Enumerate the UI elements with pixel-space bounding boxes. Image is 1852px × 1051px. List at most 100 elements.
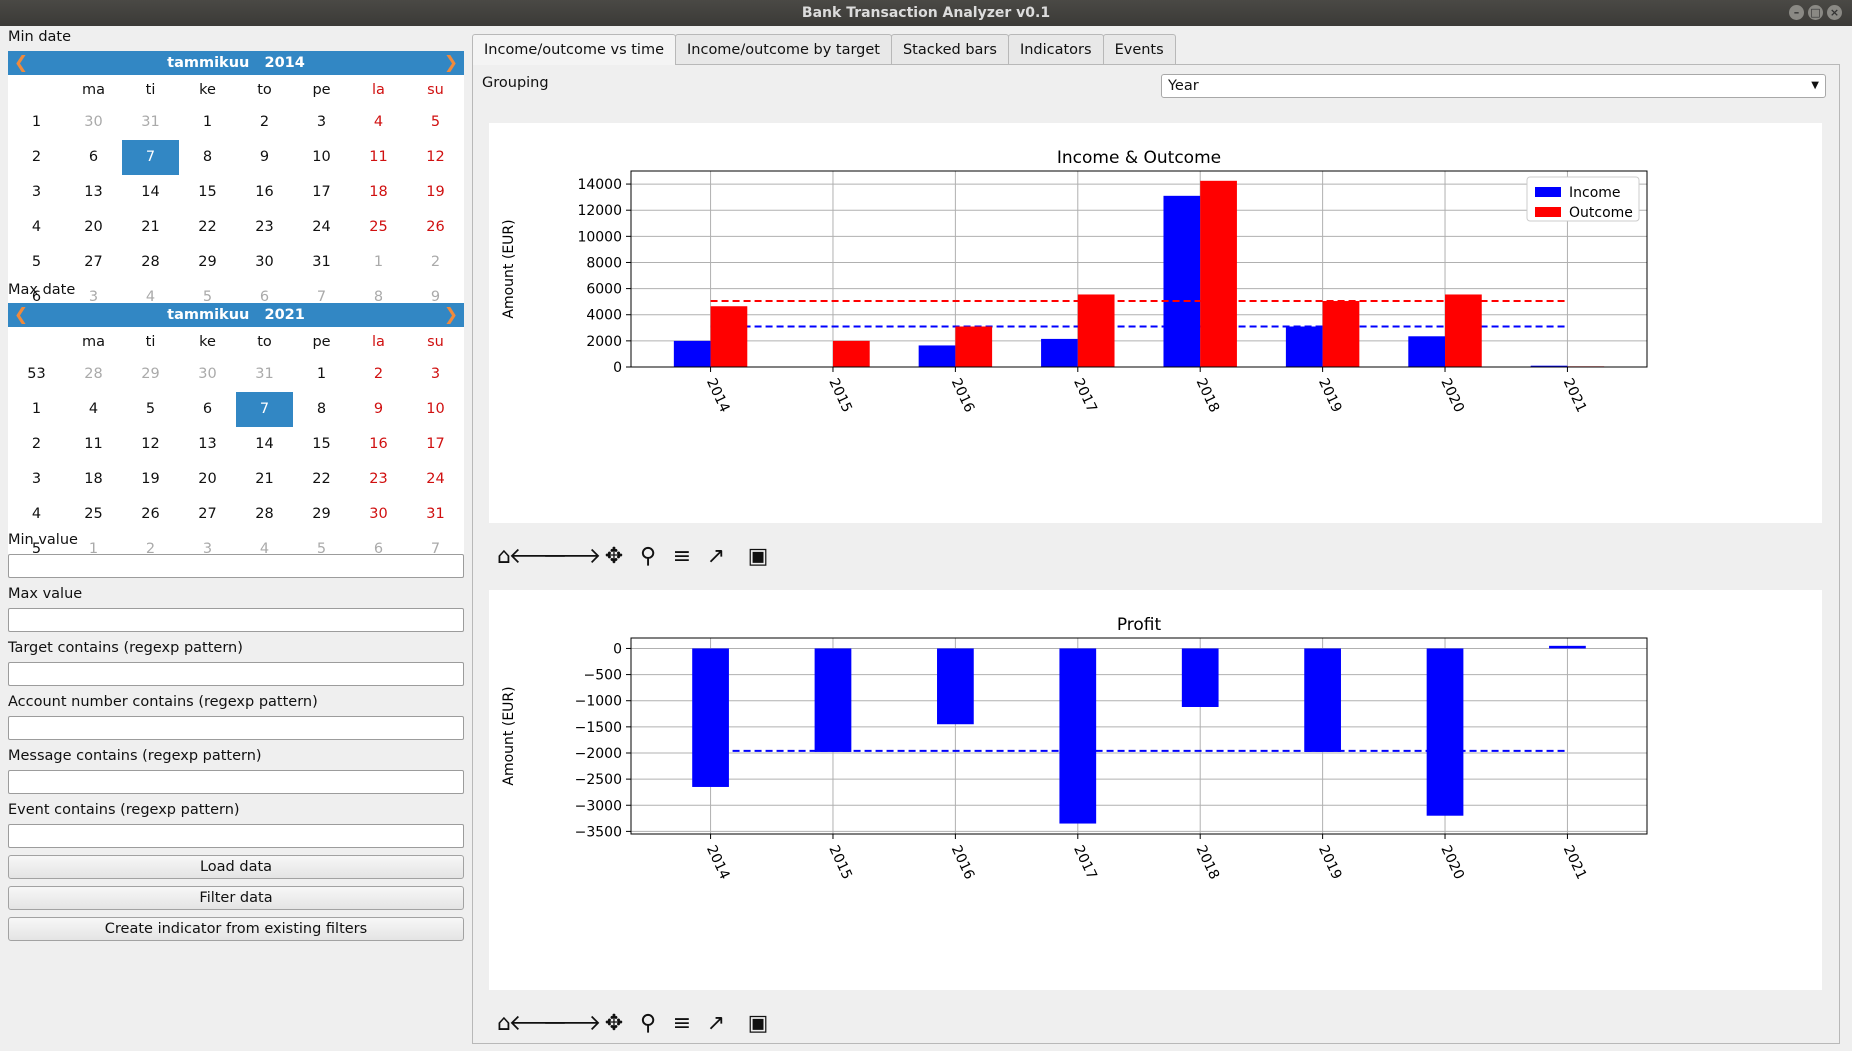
calendar-day[interactable]: 28 bbox=[141, 254, 160, 270]
calendar-day[interactable]: 6 bbox=[373, 541, 384, 557]
calendar-day[interactable]: 18 bbox=[369, 184, 388, 200]
calendar-day[interactable]: 13 bbox=[84, 184, 103, 200]
calendar-day[interactable]: 5 bbox=[145, 401, 156, 417]
calendar-day[interactable]: 29 bbox=[198, 254, 217, 270]
profit-figure[interactable]: Profit Amount (EUR) 0 −500 −1000 −1500 −2000 −2… bbox=[489, 590, 1822, 990]
calendar-day[interactable]: 5 bbox=[202, 289, 213, 305]
tab-income-outcome-by-target[interactable]: Income/outcome by target bbox=[675, 34, 892, 64]
prev-month-icon[interactable]: ❮ bbox=[13, 53, 29, 73]
calendar-day-selected[interactable]: 7 bbox=[236, 392, 293, 427]
calendar-day[interactable]: 24 bbox=[426, 471, 445, 487]
calendar-day[interactable]: 2 bbox=[145, 541, 156, 557]
min-value-input[interactable] bbox=[8, 554, 464, 578]
calendar-day[interactable]: 23 bbox=[369, 471, 388, 487]
calendar-day[interactable]: 10 bbox=[312, 149, 331, 165]
calendar-day[interactable]: 21 bbox=[255, 471, 274, 487]
calendar-day[interactable]: 29 bbox=[312, 506, 331, 522]
calendar-day[interactable]: 30 bbox=[255, 254, 274, 270]
prev-month-icon[interactable]: ❮ bbox=[13, 305, 29, 325]
maximize-icon[interactable]: □ bbox=[1808, 5, 1823, 20]
income-outcome-figure[interactable]: Income & Outcome Amount (EUR) 0 2000 4000 600… bbox=[489, 123, 1822, 523]
calendar-day[interactable]: 9 bbox=[259, 149, 270, 165]
calendar-day[interactable]: 5 bbox=[430, 114, 441, 130]
tab-stacked-bars[interactable]: Stacked bars bbox=[890, 34, 1009, 64]
calendar-day[interactable]: 1 bbox=[202, 114, 213, 130]
forward-arrow-icon[interactable]: 🡒 bbox=[542, 1011, 602, 1036]
minimize-icon[interactable]: – bbox=[1789, 5, 1804, 20]
calendar-day[interactable]: 31 bbox=[255, 366, 274, 382]
calendar-day[interactable]: 4 bbox=[145, 289, 156, 305]
load-data-button[interactable]: Load data bbox=[8, 855, 464, 879]
tab-income-outcome-vs-time[interactable]: Income/outcome vs time bbox=[472, 34, 676, 65]
calendar-day[interactable]: 3 bbox=[430, 366, 441, 382]
calendar-day[interactable]: 3 bbox=[202, 541, 213, 557]
calendar-month[interactable]: tammikuu bbox=[167, 55, 250, 71]
calendar-day[interactable]: 11 bbox=[84, 436, 103, 452]
calendar-day[interactable]: 20 bbox=[198, 471, 217, 487]
tab-indicators[interactable]: Indicators bbox=[1007, 34, 1104, 64]
calendar-day[interactable]: 8 bbox=[202, 149, 213, 165]
max-date-calendar[interactable]: ❮ tammikuu 2021 ❯ ma ti ke to pe la su 53 28 29 30… bbox=[8, 303, 464, 567]
calendar-day[interactable]: 8 bbox=[373, 289, 384, 305]
calendar-day[interactable]: 20 bbox=[84, 219, 103, 235]
calendar-day[interactable]: 30 bbox=[84, 114, 103, 130]
calendar-day[interactable]: 31 bbox=[141, 114, 160, 130]
min-date-calendar[interactable]: ❮ tammikuu 2014 ❯ ma ti ke to pe la su 1 30 31 1 2 3… bbox=[8, 51, 464, 315]
target-input[interactable] bbox=[8, 662, 464, 686]
calendar-day[interactable]: 31 bbox=[426, 506, 445, 522]
grouping-select[interactable]: Year ▼ bbox=[1161, 74, 1826, 98]
calendar-year[interactable]: 2014 bbox=[264, 55, 305, 71]
calendar-day[interactable]: 15 bbox=[198, 184, 217, 200]
calendar-day[interactable]: 4 bbox=[88, 401, 99, 417]
event-input[interactable] bbox=[8, 824, 464, 848]
calendar-day[interactable]: 28 bbox=[84, 366, 103, 382]
zoom-icon[interactable]: ⚲ bbox=[639, 1010, 657, 1036]
calendar-day[interactable]: 11 bbox=[369, 149, 388, 165]
calendar-day[interactable]: 1 bbox=[373, 254, 384, 270]
calendar-day[interactable]: 16 bbox=[369, 436, 388, 452]
edit-axis-icon[interactable]: ↗ bbox=[706, 1010, 726, 1036]
calendar-day[interactable]: 14 bbox=[255, 436, 274, 452]
calendar-day[interactable]: 4 bbox=[373, 114, 384, 130]
calendar-day[interactable]: 22 bbox=[198, 219, 217, 235]
calendar-day[interactable]: 29 bbox=[141, 366, 160, 382]
calendar-day[interactable]: 15 bbox=[312, 436, 331, 452]
subplots-config-icon[interactable]: ≡ bbox=[672, 543, 692, 569]
calendar-day[interactable]: 25 bbox=[369, 219, 388, 235]
calendar-day[interactable]: 31 bbox=[312, 254, 331, 270]
calendar-month[interactable]: tammikuu bbox=[167, 307, 250, 323]
pan-icon[interactable]: ✥ bbox=[604, 1010, 624, 1036]
calendar-day[interactable]: 30 bbox=[198, 366, 217, 382]
subplots-config-icon[interactable]: ≡ bbox=[672, 1010, 692, 1036]
calendar-day-selected[interactable]: 7 bbox=[122, 140, 179, 175]
calendar-day[interactable]: 9 bbox=[430, 289, 441, 305]
home-icon[interactable]: ⌂ bbox=[497, 543, 511, 569]
calendar-day[interactable]: 18 bbox=[84, 471, 103, 487]
calendar-day[interactable]: 19 bbox=[141, 471, 160, 487]
calendar-day[interactable]: 7 bbox=[430, 541, 441, 557]
save-icon[interactable]: ▣ bbox=[747, 543, 769, 569]
calendar-day[interactable]: 17 bbox=[312, 184, 331, 200]
edit-axis-icon[interactable]: ↗ bbox=[706, 543, 726, 569]
calendar-day[interactable]: 7 bbox=[316, 289, 327, 305]
calendar-day[interactable]: 14 bbox=[141, 184, 160, 200]
calendar-day[interactable]: 27 bbox=[84, 254, 103, 270]
calendar-day[interactable]: 2 bbox=[373, 366, 384, 382]
calendar-day[interactable]: 12 bbox=[141, 436, 160, 452]
calendar-day[interactable]: 25 bbox=[84, 506, 103, 522]
calendar-day[interactable]: 27 bbox=[198, 506, 217, 522]
calendar-day[interactable]: 1 bbox=[88, 541, 99, 557]
calendar-day[interactable]: 23 bbox=[255, 219, 274, 235]
next-month-icon[interactable]: ❯ bbox=[443, 53, 459, 73]
max-value-input[interactable] bbox=[8, 608, 464, 632]
calendar-day[interactable]: 22 bbox=[312, 471, 331, 487]
calendar-day[interactable]: 10 bbox=[426, 401, 445, 417]
close-icon[interactable]: × bbox=[1827, 5, 1842, 20]
calendar-day[interactable]: 13 bbox=[198, 436, 217, 452]
calendar-day[interactable]: 2 bbox=[430, 254, 441, 270]
calendar-day[interactable]: 17 bbox=[426, 436, 445, 452]
calendar-day[interactable]: 6 bbox=[88, 149, 99, 165]
calendar-day[interactable]: 5 bbox=[316, 541, 327, 557]
calendar-day[interactable]: 24 bbox=[312, 219, 331, 235]
next-month-icon[interactable]: ❯ bbox=[443, 305, 459, 325]
